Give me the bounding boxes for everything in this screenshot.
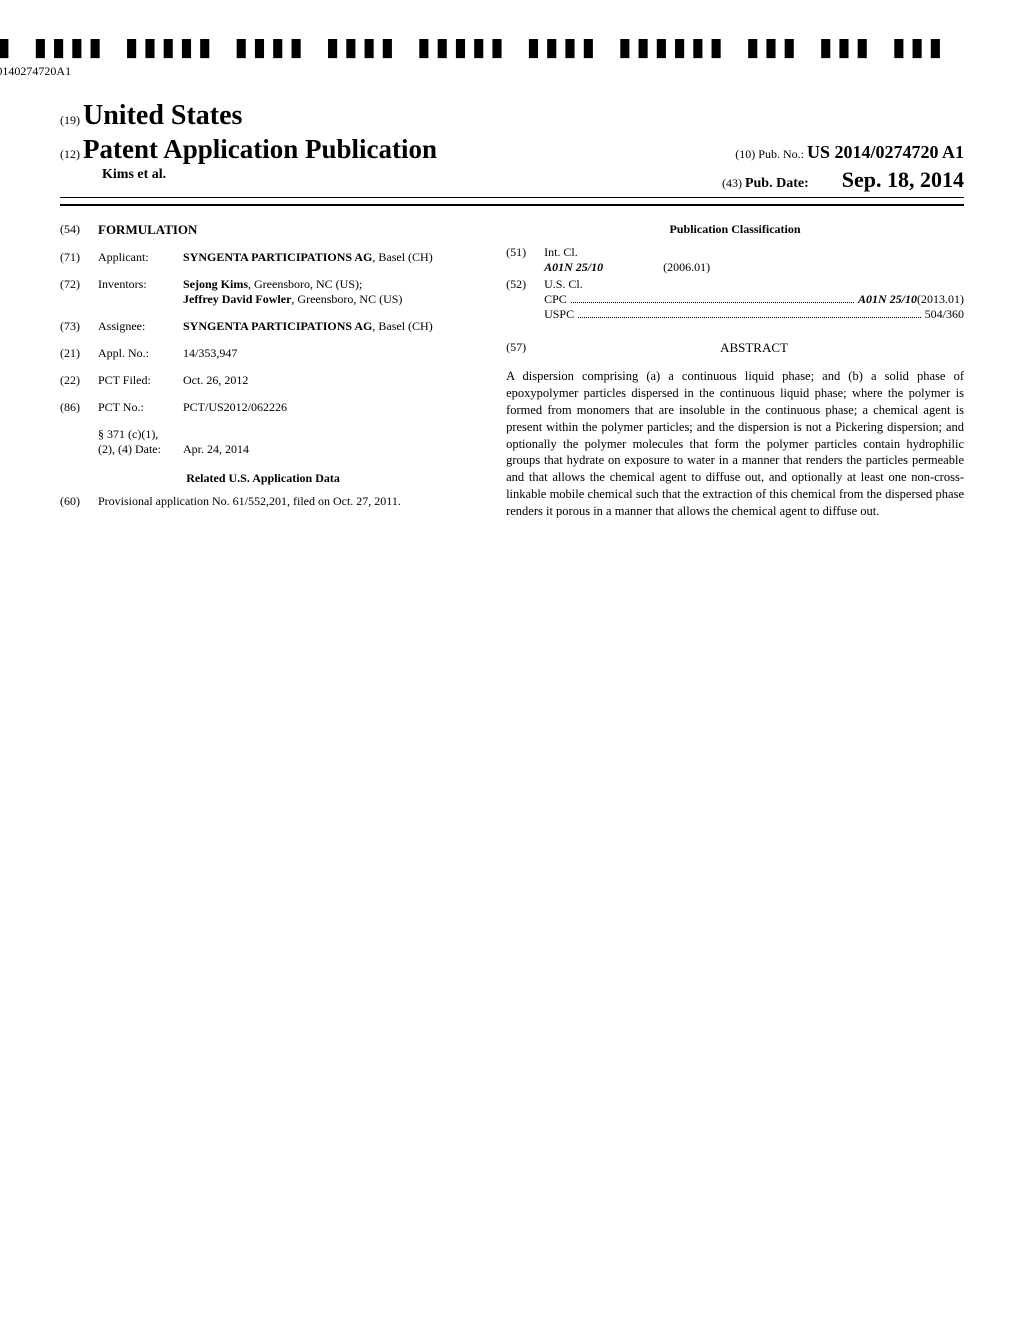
- pub-no: US 2014/0274720 A1: [807, 142, 964, 162]
- field-21: (21) Appl. No.: 14/353,947: [60, 346, 466, 361]
- applicant-name: SYNGENTA PARTICIPATIONS AG: [183, 250, 372, 264]
- assignee-location: Basel (CH): [378, 319, 432, 333]
- field-86-sub: § 371 (c)(1), (2), (4) Date: Apr. 24, 20…: [60, 427, 466, 457]
- pct-filed-label: PCT Filed:: [98, 373, 183, 388]
- field-51: (51) Int. Cl. A01N 25/10 (2006.01): [506, 245, 964, 275]
- code-19: (19): [60, 113, 80, 127]
- code-12: (12): [60, 147, 80, 161]
- barcode-pattern: ▮▮▮▮▮ ▮▮▮▮▮▮▮ ▮▮ ▮▮▮▮▮▮ ▮▮▮▮ ▮▮▮▮▮ ▮▮▮▮ …: [0, 30, 944, 62]
- code-22: (22): [60, 373, 98, 388]
- int-cl-label: Int. Cl.: [544, 245, 964, 260]
- title: FORMULATION: [98, 222, 466, 238]
- applicant-location: Basel (CH): [378, 250, 432, 264]
- sub-371-label: § 371 (c)(1), (2), (4) Date:: [98, 427, 183, 457]
- pub-no-label: Pub. No.:: [758, 147, 804, 161]
- abstract-header-wrap: ABSTRACT: [544, 340, 964, 356]
- divider-top: [60, 197, 964, 198]
- inventor-2-loc: Greensboro, NC (US): [297, 292, 402, 306]
- sub-371-value: Apr. 24, 2014: [183, 442, 466, 457]
- uspc-value: 504/360: [925, 307, 964, 322]
- right-column: Publication Classification (51) Int. Cl.…: [506, 222, 964, 521]
- pub-right: (10) Pub. No.: US 2014/0274720 A1: [735, 142, 964, 163]
- assignee-label: Assignee:: [98, 319, 183, 334]
- field-86: (86) PCT No.: PCT/US2012/062226: [60, 400, 466, 415]
- pct-no: PCT/US2012/062226: [183, 400, 466, 415]
- code-52: (52): [506, 277, 544, 322]
- classification-header: Publication Classification: [506, 222, 964, 237]
- divider-main: [60, 204, 964, 206]
- abstract-header-row: (57) ABSTRACT: [506, 340, 964, 356]
- pub-type: Patent Application Publication: [83, 134, 437, 164]
- pub-date-section: (43) Pub. Date: Sep. 18, 2014: [722, 167, 964, 193]
- authors: Kims et al.: [60, 167, 166, 193]
- field-73: (73) Assignee: SYNGENTA PARTICIPATIONS A…: [60, 319, 466, 334]
- field-52: (52) U.S. Cl. CPC A01N 25/10 (2013.01) U…: [506, 277, 964, 322]
- uspc-dots: [578, 303, 921, 318]
- inventors-label: Inventors:: [98, 277, 183, 292]
- authors-line: Kims et al. (43) Pub. Date: Sep. 18, 201…: [60, 167, 964, 193]
- field-54: (54) FORMULATION: [60, 222, 466, 238]
- applicant-label: Applicant:: [98, 250, 183, 265]
- barcode-number: US 20140274720A1: [0, 64, 944, 79]
- int-cl-line: A01N 25/10 (2006.01): [544, 260, 964, 275]
- two-column-layout: (54) FORMULATION (71) Applicant: SYNGENT…: [60, 222, 964, 521]
- header-section: (19) United States (12) Patent Applicati…: [60, 100, 964, 193]
- appl-no: 14/353,947: [183, 346, 466, 361]
- inventor-2: Jeffrey David Fowler: [183, 292, 291, 306]
- abstract-header: ABSTRACT: [720, 340, 788, 355]
- inventor-1: Sejong Kims: [183, 277, 248, 291]
- inventors-value: Sejong Kims, Greensboro, NC (US); Jeffre…: [183, 277, 466, 307]
- uspc-label: USPC: [544, 307, 574, 322]
- code-51: (51): [506, 245, 544, 275]
- int-cl-class: A01N 25/10: [544, 260, 603, 275]
- country-name: United States: [83, 100, 242, 131]
- pct-no-label: PCT No.:: [98, 400, 183, 415]
- code-21: (21): [60, 346, 98, 361]
- assignee-name: SYNGENTA PARTICIPATIONS AG: [183, 319, 372, 333]
- pub-left: (12) Patent Application Publication: [60, 134, 437, 165]
- code-73: (73): [60, 319, 98, 334]
- pct-filed: Oct. 26, 2012: [183, 373, 466, 388]
- related-header: Related U.S. Application Data: [60, 471, 466, 486]
- pub-date-label: Pub. Date:: [745, 176, 809, 191]
- field-60: (60) Provisional application No. 61/552,…: [60, 494, 466, 509]
- appl-no-label: Appl. No.:: [98, 346, 183, 361]
- applicant-value: SYNGENTA PARTICIPATIONS AG, Basel (CH): [183, 250, 466, 265]
- field-72: (72) Inventors: Sejong Kims, Greensboro,…: [60, 277, 466, 307]
- cpc-dots: [571, 288, 854, 303]
- left-column: (54) FORMULATION (71) Applicant: SYNGENT…: [60, 222, 466, 521]
- code-57: (57): [506, 340, 544, 355]
- cpc-year: (2013.01): [917, 292, 964, 307]
- int-cl-version: (2006.01): [603, 260, 710, 275]
- field-22: (22) PCT Filed: Oct. 26, 2012: [60, 373, 466, 388]
- code-60: (60): [60, 494, 98, 509]
- field-71: (71) Applicant: SYNGENTA PARTICIPATIONS …: [60, 250, 466, 265]
- country-line: (19) United States: [60, 100, 964, 132]
- publication-line: (12) Patent Application Publication (10)…: [60, 134, 964, 165]
- abstract-text: A dispersion comprising (a) a continuous…: [506, 368, 964, 520]
- inventor-1-loc: Greensboro, NC (US);: [254, 277, 362, 291]
- barcode-section: ▮▮▮▮▮ ▮▮▮▮▮▮▮ ▮▮ ▮▮▮▮▮▮ ▮▮▮▮ ▮▮▮▮▮ ▮▮▮▮ …: [0, 30, 944, 79]
- code-54: (54): [60, 222, 98, 237]
- code-71: (71): [60, 250, 98, 265]
- us-cl-content: U.S. Cl. CPC A01N 25/10 (2013.01) USPC 5…: [544, 277, 964, 322]
- uspc-line: USPC 504/360: [544, 307, 964, 322]
- pub-date: Sep. 18, 2014: [842, 167, 964, 192]
- code-72: (72): [60, 277, 98, 292]
- int-cl-content: Int. Cl. A01N 25/10 (2006.01): [544, 245, 964, 275]
- code-43: (43): [722, 176, 742, 190]
- assignee-value: SYNGENTA PARTICIPATIONS AG, Basel (CH): [183, 319, 466, 334]
- code-10: (10): [735, 147, 755, 161]
- provisional-text: Provisional application No. 61/552,201, …: [98, 494, 466, 509]
- code-86: (86): [60, 400, 98, 415]
- cpc-label: CPC: [544, 292, 567, 307]
